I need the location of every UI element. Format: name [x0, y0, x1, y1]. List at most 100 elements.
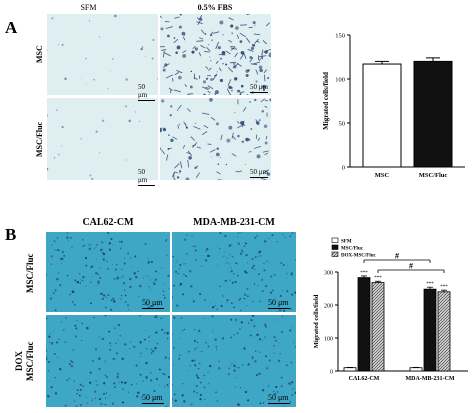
cell-speck: [235, 319, 238, 321]
cell-speck: [95, 259, 97, 260]
cell-speck: [174, 16, 180, 19]
cell-speck: [212, 73, 218, 81]
cell-speck: [268, 400, 270, 402]
cell-speck: [165, 405, 168, 407]
cell-speck: [281, 300, 283, 302]
cell-speck: [274, 273, 276, 276]
cell-speck: [104, 403, 107, 406]
cell-speck: [291, 293, 294, 296]
cell-speck: [148, 336, 150, 339]
micrograph-background: [46, 315, 170, 407]
cell-speck: [235, 26, 239, 30]
cell-speck: [185, 177, 190, 180]
cell-speck: [226, 299, 229, 302]
cell-speck: [244, 293, 247, 296]
cell-speck: [173, 393, 176, 396]
cell-speck: [195, 172, 200, 179]
cell-speck: [153, 390, 156, 392]
cell-speck: [102, 252, 104, 254]
cell-speck: [73, 303, 76, 306]
cell-speck: [238, 366, 240, 369]
cell-speck: [236, 89, 240, 93]
cell-speck: [58, 338, 60, 340]
cell-speck: [226, 302, 228, 304]
legend-swatch: [331, 251, 339, 257]
cell-speck: [200, 29, 205, 34]
cell-speck: [56, 237, 59, 239]
cell-speck: [104, 360, 106, 362]
cell-speck: [231, 153, 237, 157]
cell-speck: [54, 249, 56, 251]
cell-speck: [292, 388, 294, 390]
cell-speck: [50, 263, 53, 266]
cell-speck: [291, 381, 294, 384]
cell-speck: [168, 134, 170, 136]
cell-speck: [194, 47, 198, 51]
cell-speck: [199, 381, 202, 384]
cell-speck: [291, 394, 294, 396]
y-tick-label: 300: [324, 271, 333, 277]
micrograph-b-dox-mda: [172, 315, 296, 407]
cell-speck: [205, 341, 207, 344]
cell-speck: [182, 293, 185, 296]
cell-speck: [252, 322, 254, 324]
cell-speck: [238, 298, 241, 301]
cell-speck: [98, 398, 102, 401]
cell-speck: [120, 381, 124, 384]
cell-speck: [167, 385, 169, 387]
cell-speck: [282, 405, 284, 407]
cell-speck: [247, 399, 250, 402]
cell-speck: [261, 290, 264, 292]
cell-speck: [53, 156, 56, 159]
cell-speck: [251, 359, 253, 361]
cell-speck: [239, 297, 242, 300]
cell-speck: [215, 152, 220, 157]
cell-speck: [103, 382, 106, 385]
cell-speck: [143, 338, 147, 341]
cell-speck: [127, 304, 129, 307]
cell-speck: [200, 44, 206, 49]
cell-speck: [58, 249, 60, 252]
micrograph-a-mscfluc-sfm: [47, 98, 158, 180]
cell-speck: [282, 234, 284, 236]
cell-speck: [186, 234, 188, 236]
cell-speck: [53, 331, 55, 333]
x-tick-label: CAL62-CM: [349, 376, 380, 382]
cell-speck: [219, 78, 224, 83]
cell-speck: [147, 262, 149, 264]
cell-speck: [212, 331, 214, 333]
cell-speck: [194, 166, 197, 169]
cell-speck: [230, 267, 232, 269]
y-axis-label: Migrated cells/field: [322, 72, 330, 130]
cell-speck: [109, 371, 111, 373]
cell-speck: [197, 376, 200, 379]
scale-bar-a1: 50 μm: [138, 83, 155, 101]
cell-speck: [111, 402, 115, 405]
cell-speck: [262, 402, 265, 404]
cell-speck: [249, 101, 251, 103]
cell-speck: [237, 242, 240, 245]
cell-speck: [273, 352, 275, 354]
cell-speck: [105, 392, 108, 395]
cell-speck: [259, 351, 261, 353]
cell-speck: [203, 93, 206, 95]
cell-speck: [243, 52, 247, 59]
cell-speck: [101, 337, 105, 341]
cell-speck: [229, 254, 231, 256]
cell-speck: [204, 259, 208, 262]
cell-speck: [224, 251, 226, 253]
cell-speck: [110, 71, 112, 73]
panel-a-row-label-msc: MSC: [35, 45, 44, 64]
cell-speck: [271, 234, 274, 237]
cell-speck: [265, 22, 270, 27]
cell-speck: [252, 43, 256, 47]
cell-speck: [271, 263, 273, 265]
cell-speck: [136, 383, 138, 385]
cell-speck: [163, 373, 166, 376]
cell-speck: [104, 397, 107, 399]
cell-speck: [124, 294, 127, 297]
cell-speck: [172, 136, 178, 140]
cell-speck: [134, 111, 137, 113]
cell-speck: [94, 348, 98, 351]
cell-speck: [122, 276, 124, 278]
